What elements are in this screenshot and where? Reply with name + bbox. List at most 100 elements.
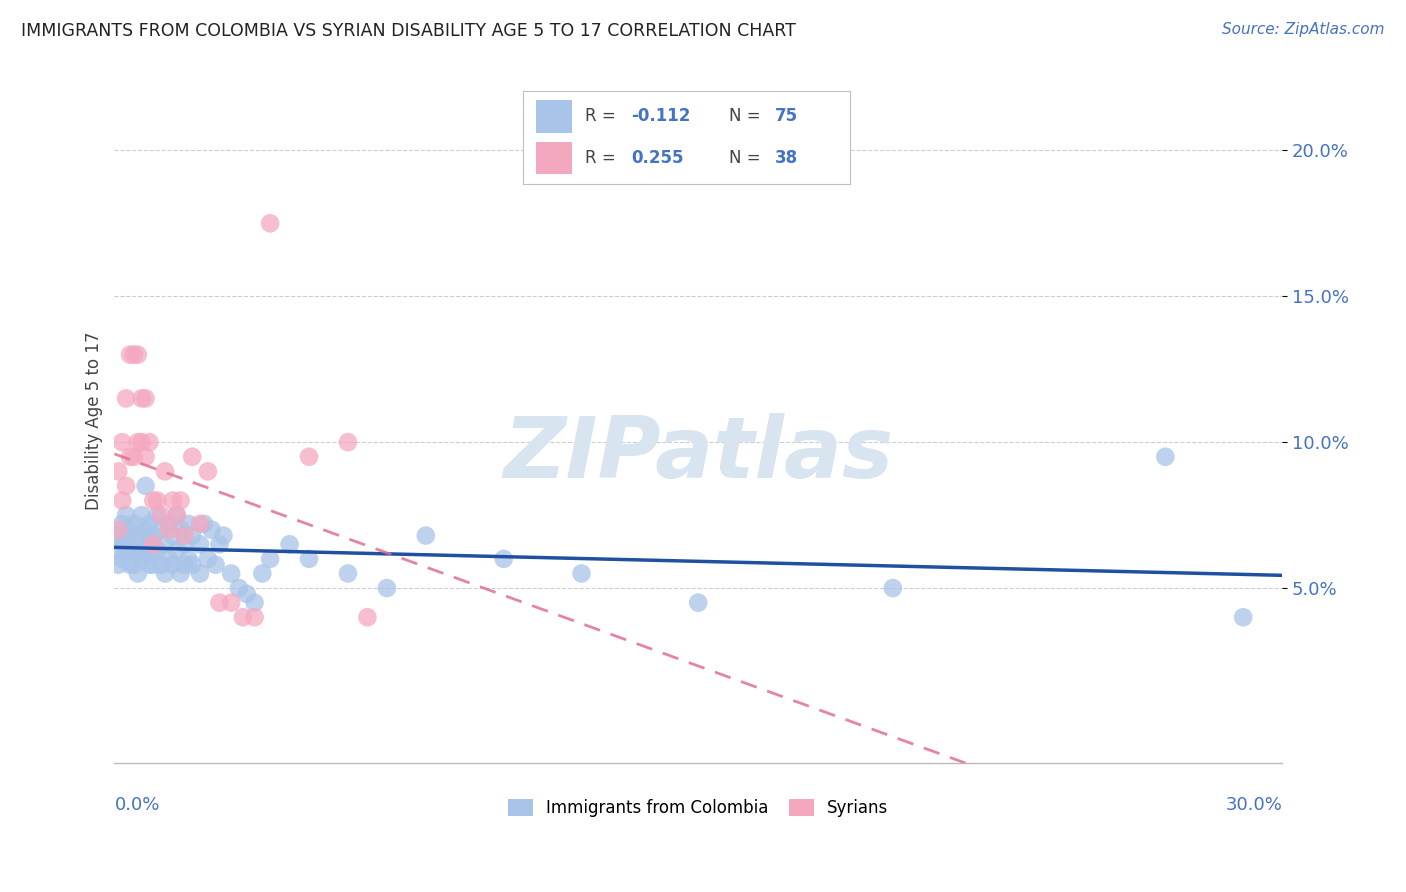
Point <box>107 543 129 558</box>
Point <box>115 528 138 542</box>
Point <box>142 537 165 551</box>
Point <box>173 537 195 551</box>
Point <box>115 508 138 522</box>
Point <box>122 450 145 464</box>
Point <box>142 546 165 560</box>
Point <box>201 523 224 537</box>
Point <box>375 581 398 595</box>
Point <box>142 493 165 508</box>
Point <box>131 508 153 522</box>
Point <box>188 516 211 531</box>
Point <box>127 546 149 560</box>
Point <box>153 566 176 581</box>
Point <box>1154 450 1177 464</box>
Point <box>259 552 281 566</box>
Point <box>107 558 129 572</box>
Point <box>173 528 195 542</box>
Point <box>135 479 157 493</box>
Point <box>150 508 173 522</box>
Point <box>122 543 145 558</box>
Point <box>150 523 173 537</box>
Point <box>252 566 274 581</box>
Point <box>169 493 191 508</box>
Point <box>138 435 160 450</box>
Point <box>146 508 169 522</box>
Point <box>118 537 141 551</box>
Point <box>298 552 321 566</box>
Legend: Immigrants from Colombia, Syrians: Immigrants from Colombia, Syrians <box>502 792 896 823</box>
Point <box>169 566 191 581</box>
Point <box>208 537 231 551</box>
Point <box>193 516 215 531</box>
Text: 0.0%: 0.0% <box>114 796 160 814</box>
Point <box>243 610 266 624</box>
Point <box>177 516 200 531</box>
Point <box>138 558 160 572</box>
Point <box>336 435 359 450</box>
Point <box>127 348 149 362</box>
Point <box>166 508 188 522</box>
Point <box>115 392 138 406</box>
Point <box>153 464 176 478</box>
Text: Source: ZipAtlas.com: Source: ZipAtlas.com <box>1222 22 1385 37</box>
Point <box>157 516 180 531</box>
Point <box>173 558 195 572</box>
Point <box>138 537 160 551</box>
Point <box>122 348 145 362</box>
Point <box>135 543 157 558</box>
Point <box>177 552 200 566</box>
Point <box>415 528 437 542</box>
Text: 30.0%: 30.0% <box>1225 796 1282 814</box>
Point <box>122 516 145 531</box>
Text: ZIPatlas: ZIPatlas <box>503 413 893 496</box>
Point <box>135 450 157 464</box>
Point <box>208 596 231 610</box>
Point <box>1232 610 1254 624</box>
Point <box>181 450 204 464</box>
Point <box>146 493 169 508</box>
Y-axis label: Disability Age 5 to 17: Disability Age 5 to 17 <box>86 331 103 509</box>
Point <box>127 528 149 542</box>
Point <box>115 479 138 493</box>
Point <box>111 493 134 508</box>
Point <box>219 596 242 610</box>
Point <box>135 392 157 406</box>
Point <box>181 528 204 542</box>
Point <box>107 464 129 478</box>
Point <box>278 537 301 551</box>
Point <box>153 537 176 551</box>
Point <box>188 566 211 581</box>
Point <box>131 435 153 450</box>
Point <box>127 435 149 450</box>
Point <box>166 543 188 558</box>
Point <box>146 543 169 558</box>
Point <box>118 348 141 362</box>
Text: IMMIGRANTS FROM COLOMBIA VS SYRIAN DISABILITY AGE 5 TO 17 CORRELATION CHART: IMMIGRANTS FROM COLOMBIA VS SYRIAN DISAB… <box>21 22 796 40</box>
Point <box>118 523 141 537</box>
Point <box>243 596 266 610</box>
Point <box>111 435 134 450</box>
Point <box>336 566 359 581</box>
Point <box>298 450 321 464</box>
Point <box>107 523 129 537</box>
Point <box>111 516 134 531</box>
Point <box>212 528 235 542</box>
Point <box>115 546 138 560</box>
Point <box>169 523 191 537</box>
Point <box>127 566 149 581</box>
Point <box>688 596 710 610</box>
Point <box>228 581 250 595</box>
Point <box>118 450 141 464</box>
Point <box>157 523 180 537</box>
Point <box>142 558 165 572</box>
Point <box>162 493 184 508</box>
Point <box>259 216 281 230</box>
Point <box>157 552 180 566</box>
Point <box>882 581 904 595</box>
Point <box>571 566 593 581</box>
Point <box>219 566 242 581</box>
Point <box>162 558 184 572</box>
Point <box>197 464 219 478</box>
Point <box>122 558 145 572</box>
Point <box>188 537 211 551</box>
